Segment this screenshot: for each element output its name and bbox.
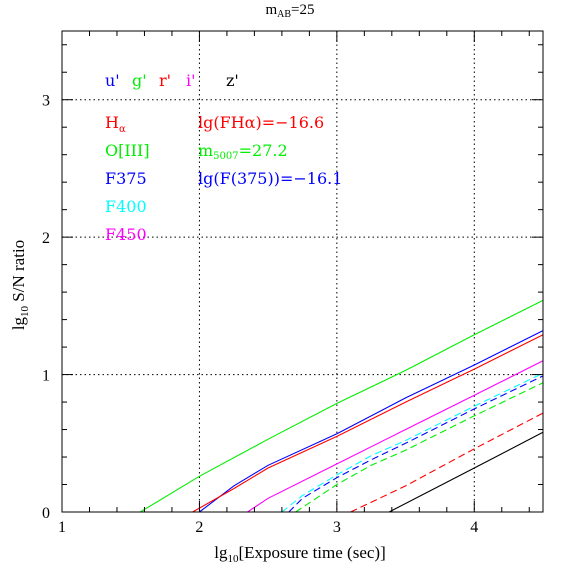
annotation-m5007-sub: 5007 (213, 151, 238, 162)
chart-title-main: m (265, 2, 277, 18)
series-line (199, 330, 544, 513)
series-line (350, 412, 544, 513)
chart-title: mAB=25 (265, 2, 314, 20)
y-tick-label: 3 (42, 93, 50, 110)
chart-title-sub: AB (277, 9, 291, 20)
y-axis-title-post: S/N ratio (9, 240, 28, 306)
x-axis-title-post: [Exposure time (sec)] (238, 543, 385, 562)
x-tick-label: 2 (195, 519, 203, 536)
line-legend: Hα O[III] F375 F400 F450 (105, 113, 150, 244)
x-axis-title: lg10[Exposure time (sec)] (214, 543, 386, 565)
line-legend-item: F400 (105, 197, 147, 216)
y-tick-label: 0 (42, 505, 50, 522)
filter-legend: u' g' r' i' z' (105, 71, 239, 90)
series-line (295, 382, 544, 513)
series-line (247, 360, 544, 513)
series-line (288, 375, 544, 513)
annotation-halpha-flux: lg(FHα)=−16.6 (198, 113, 324, 132)
y-tick-label: 2 (42, 230, 50, 247)
series-line (388, 431, 544, 513)
grid-lines (62, 31, 543, 512)
filter-legend-item: z' (226, 71, 239, 90)
series-lines (140, 299, 544, 513)
filter-legend-item: i' (186, 71, 196, 90)
filter-legend-item: r' (159, 71, 171, 90)
x-axis-title-pre: lg (214, 543, 228, 562)
annotation-m5007-main: m (198, 141, 213, 160)
y-axis-title-pre: lg (9, 316, 28, 330)
filter-legend-item: g' (132, 71, 147, 90)
annotation-m5007-tail: =27.2 (239, 141, 288, 160)
x-axis-title-sub: 10 (227, 553, 239, 565)
plot-frame (61, 30, 544, 513)
filter-legend-item: u' (105, 71, 120, 90)
annotation-f375-flux: lg(F(375))=−16.1 (198, 169, 342, 188)
series-line (192, 334, 544, 513)
line-legend-item: Hα (105, 113, 126, 135)
series-line (140, 299, 544, 513)
axis-ticks (61, 31, 543, 513)
line-legend-item: F450 (105, 225, 147, 244)
series-line (281, 372, 544, 513)
x-tick-label: 3 (333, 519, 341, 536)
x-tick-label: 1 (58, 519, 66, 536)
x-tick-label: 4 (470, 519, 478, 536)
chart-title-tail: =25 (291, 2, 314, 18)
line-legend-item: O[III] (105, 141, 150, 160)
annotation-m5007: m5007=27.2 (198, 141, 288, 162)
y-axis-title: lg10 S/N ratio (9, 240, 31, 330)
y-tick-label: 1 (42, 368, 50, 385)
y-axis-title-sub: 10 (19, 305, 31, 317)
line-legend-item: F375 (105, 169, 147, 188)
